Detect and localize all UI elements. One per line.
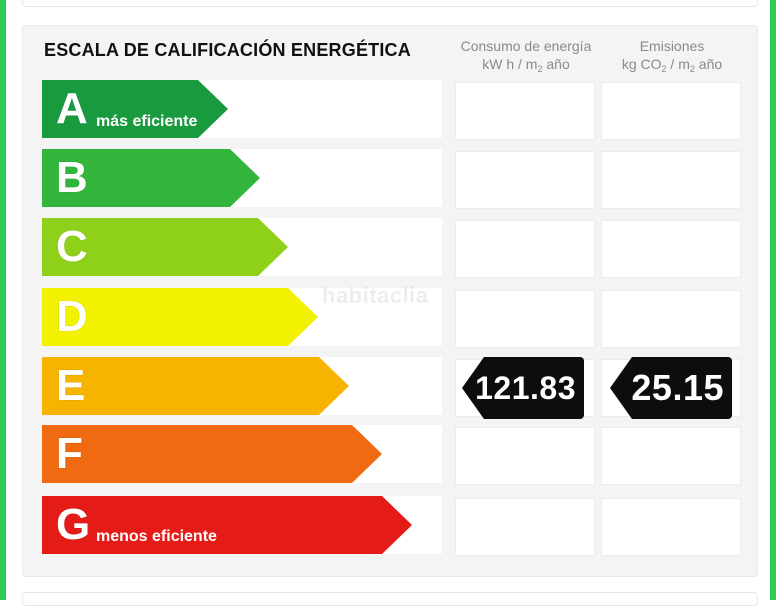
rating-arrow-b: B: [42, 149, 260, 207]
rating-arrow-d: D: [42, 288, 318, 346]
emissions-cell: [601, 290, 741, 348]
emissions-value-pointer: 25.15: [610, 357, 732, 419]
emissions-cell: [601, 498, 741, 556]
consumption-cell: [455, 220, 595, 278]
rating-letter-a: A: [56, 84, 88, 133]
least-efficient-label: menos eficiente: [96, 528, 217, 545]
rating-letter-c: C: [56, 222, 88, 271]
consumption-cell: [455, 82, 595, 140]
rating-arrow-e: E: [42, 357, 349, 415]
consumption-value: 121.83: [475, 370, 576, 406]
consumption-cell: [455, 498, 595, 556]
rating-letter-b: B: [56, 153, 88, 202]
rating-arrow-g: G menos eficiente: [42, 496, 412, 554]
rating-letter-f: F: [56, 429, 83, 478]
emissions-header-line2: kg CO2 / m2 año: [621, 56, 723, 74]
rating-arrow-c: C: [42, 218, 288, 276]
consumption-header-line2: kW h / m2 año: [482, 56, 570, 74]
consumption-value-pointer: 121.83: [462, 357, 584, 419]
most-efficient-label: más eficiente: [96, 113, 198, 130]
emissions-cell: [601, 82, 741, 140]
consumption-column-header: Consumo de energía kW h / m2 año: [450, 37, 602, 78]
rating-arrow-f: F: [42, 425, 382, 483]
rating-letter-g: G: [56, 500, 91, 549]
emissions-column-header: Emisiones kg CO2 / m2 año: [598, 37, 746, 78]
watermark: habitaclia: [322, 283, 429, 308]
consumption-cell: [455, 151, 595, 209]
rating-letter-d: D: [56, 292, 88, 341]
emissions-cell: [601, 151, 741, 209]
consumption-header-line1: Consumo de energía: [460, 38, 592, 54]
emissions-cell: [601, 220, 741, 278]
bottom-panel-edge: [22, 592, 758, 606]
emissions-value: 25.15: [631, 367, 724, 408]
emissions-header-line1: Emisiones: [639, 38, 705, 54]
top-panel-edge: [22, 0, 758, 7]
rating-arrow-a: A más eficiente: [42, 80, 228, 138]
rating-letter-e: E: [56, 361, 86, 410]
energy-scale-title: ESCALA DE CALIFICACIÓN ENERGÉTICA: [44, 40, 411, 60]
consumption-cell: [455, 290, 595, 348]
consumption-cell: [455, 427, 595, 485]
emissions-cell: [601, 427, 741, 485]
